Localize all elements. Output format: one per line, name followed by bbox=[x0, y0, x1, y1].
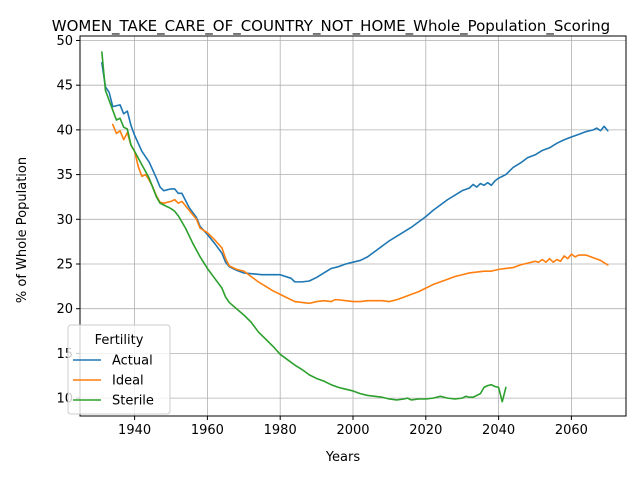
y-tick-label: 45 bbox=[56, 79, 73, 94]
y-tick-label: 35 bbox=[56, 168, 73, 183]
y-tick-label: 40 bbox=[56, 123, 73, 138]
series-line-sterile bbox=[101, 51, 507, 403]
x-tick-label: 1960 bbox=[191, 423, 224, 438]
chart-title: WOMEN_TAKE_CARE_OF_COUNTRY_NOT_HOME_Whol… bbox=[52, 17, 610, 36]
x-tick-label: 2060 bbox=[555, 423, 588, 438]
legend-items: Actual Ideal Sterile bbox=[73, 354, 154, 409]
legend-box bbox=[67, 324, 171, 415]
series-line-actual bbox=[101, 62, 609, 283]
legend-label-sterile: Sterile bbox=[112, 394, 154, 409]
x-axis-label: Years bbox=[325, 450, 361, 465]
y-axis-label: % of Whole Population bbox=[15, 157, 30, 303]
legend: Fertility Actual Ideal Sterile bbox=[67, 324, 171, 415]
y-tick-label: 30 bbox=[56, 213, 73, 228]
legend-title: Fertility bbox=[95, 333, 144, 348]
x-tick-label: 2040 bbox=[482, 423, 515, 438]
series-layer bbox=[101, 51, 609, 403]
series-line-ideal bbox=[111, 123, 609, 305]
x-tick-label: 1980 bbox=[264, 423, 297, 438]
y-tick-label: 20 bbox=[56, 302, 73, 317]
x-axis: 1940 1960 1980 2000 2020 2040 2060 bbox=[118, 416, 588, 438]
y-tick-label: 25 bbox=[56, 258, 73, 273]
y-tick-label: 50 bbox=[56, 34, 73, 49]
legend-label-actual: Actual bbox=[112, 354, 153, 369]
legend-label-ideal: Ideal bbox=[112, 374, 144, 389]
grid bbox=[80, 36, 626, 416]
x-tick-label: 1940 bbox=[118, 423, 151, 438]
x-tick-label: 2000 bbox=[336, 423, 369, 438]
x-tick-label: 2020 bbox=[409, 423, 442, 438]
